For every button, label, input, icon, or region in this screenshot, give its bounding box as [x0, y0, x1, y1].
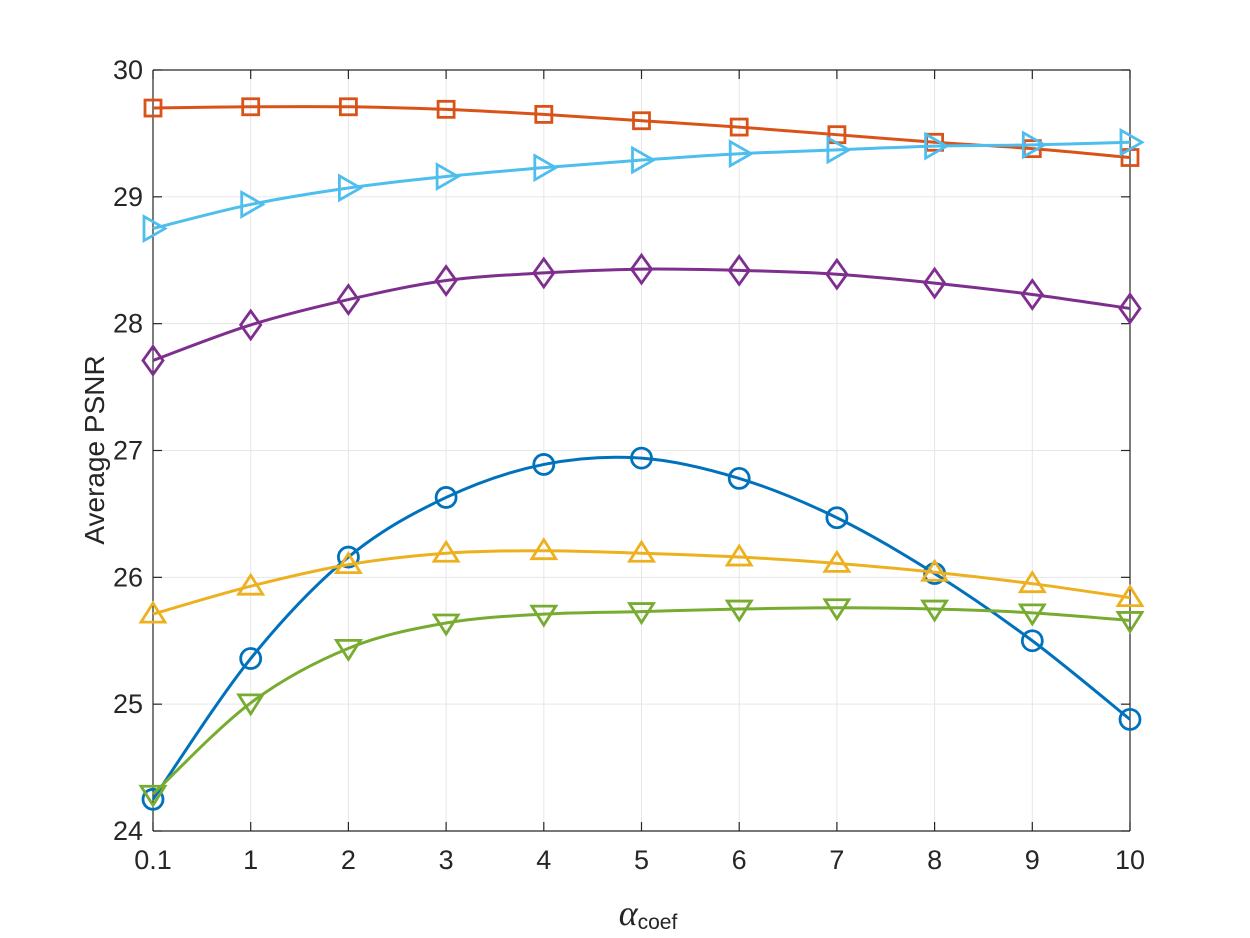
triangle-up-marker [724, 543, 754, 567]
triangle-down-marker [529, 604, 559, 628]
diamond-marker [336, 283, 361, 316]
circle-marker [1118, 707, 1142, 731]
circle-marker [239, 647, 263, 670]
y-tick-label: 24 [113, 816, 143, 846]
circle-marker [336, 545, 360, 569]
series-diamond [141, 252, 1142, 377]
triangle-right-marker [1119, 127, 1145, 157]
x-tick-label: 1 [243, 845, 258, 875]
triangle-up-marker [333, 551, 363, 575]
y-tick-label: 26 [113, 562, 143, 592]
diamond-marker [825, 257, 849, 291]
diamond-marker [922, 266, 947, 300]
circle-marker [141, 787, 165, 811]
square-marker [241, 97, 261, 117]
triangle-down-marker [333, 638, 363, 662]
grid-lines [152, 69, 1131, 832]
diamond-marker [238, 308, 263, 342]
square-marker [436, 99, 456, 119]
circle-marker [532, 453, 556, 476]
triangle-down-marker [822, 598, 852, 622]
tick-labels: 0.1 1 2 3 4 5 6 7 8 9 10 24 25 26 27 28 29 30 [113, 55, 1145, 875]
triangle-down-marker [920, 599, 950, 623]
triangle-right-marker [924, 131, 950, 161]
series-triangle-up [138, 537, 1145, 624]
y-tick-label: 28 [113, 309, 143, 339]
triangle-down-marker [431, 613, 461, 637]
triangle-up-marker [529, 537, 559, 561]
y-tick-label: 25 [113, 689, 143, 719]
circle-marker [727, 467, 751, 490]
series-triangle-down [138, 598, 1145, 808]
triangle-right-marker [240, 190, 266, 219]
triangle-right-marker [1021, 130, 1048, 160]
square-marker [729, 117, 749, 137]
y-tick-label: 27 [113, 436, 143, 466]
triangle-right-marker [631, 145, 657, 175]
triangle-right-marker [435, 162, 461, 191]
x-tick-label: 8 [927, 845, 942, 875]
x-tick-label: 3 [439, 845, 454, 875]
triangle-up-marker [626, 539, 657, 563]
circle-marker [434, 486, 458, 509]
triangle-up-marker [236, 572, 266, 596]
circle-marker [630, 446, 653, 470]
triangle-up-marker [920, 558, 950, 582]
triangle-up-marker [1115, 584, 1145, 608]
triangle-up-marker [138, 600, 168, 624]
diamond-marker [1118, 292, 1142, 325]
x-axis-subscript: coef [638, 911, 678, 934]
y-tick-label: 30 [113, 55, 143, 85]
x-axis-title: αcoef [619, 893, 678, 934]
x-tick-label: 4 [536, 845, 551, 875]
triangle-up-marker [431, 539, 461, 563]
series-line [152, 267, 1131, 362]
series-group [138, 97, 1145, 811]
triangle-down-marker [236, 693, 266, 717]
series-triangle-right [142, 127, 1145, 243]
x-tick-label: 7 [829, 845, 844, 875]
circle-marker [825, 506, 849, 530]
diamond-marker [141, 344, 165, 377]
triangle-up-marker [822, 549, 852, 573]
triangle-down-marker [1115, 611, 1145, 635]
triangle-right-marker [533, 153, 559, 183]
x-tick-label: 5 [634, 845, 649, 875]
triangle-down-marker [626, 602, 657, 626]
x-tick-label: 9 [1025, 845, 1040, 875]
square-marker [632, 111, 651, 131]
diamond-marker [727, 253, 751, 287]
triangle-right-marker [826, 135, 852, 165]
x-axis-symbol: α [619, 893, 639, 933]
series-line [152, 140, 1131, 230]
circle-marker [1020, 629, 1044, 653]
triangle-down-marker [724, 599, 754, 623]
triangle-down-marker [138, 784, 168, 808]
x-tick-label: 0.1 [134, 845, 172, 875]
triangle-right-marker [337, 173, 364, 203]
x-tick-label: 10 [1115, 845, 1145, 875]
diamond-marker [629, 252, 654, 286]
x-tick-label: 2 [341, 845, 356, 875]
square-marker [143, 98, 163, 118]
series-line [151, 606, 1131, 796]
triangle-up-marker [1017, 570, 1047, 594]
triangle-down-marker [1017, 603, 1047, 627]
diamond-marker [1020, 278, 1045, 311]
triangle-right-marker [728, 139, 755, 169]
triangle-right-marker [142, 214, 168, 243]
diamond-marker [434, 264, 458, 297]
diamond-marker [532, 256, 556, 290]
x-tick-label: 6 [732, 845, 747, 875]
y-axis-title: Average PSNR [79, 355, 110, 544]
axes-box [152, 69, 1131, 832]
square-marker [534, 104, 554, 124]
series-line [151, 455, 1131, 801]
series-line [152, 549, 1131, 616]
y-tick-label: 29 [113, 182, 143, 212]
square-marker [338, 97, 358, 117]
